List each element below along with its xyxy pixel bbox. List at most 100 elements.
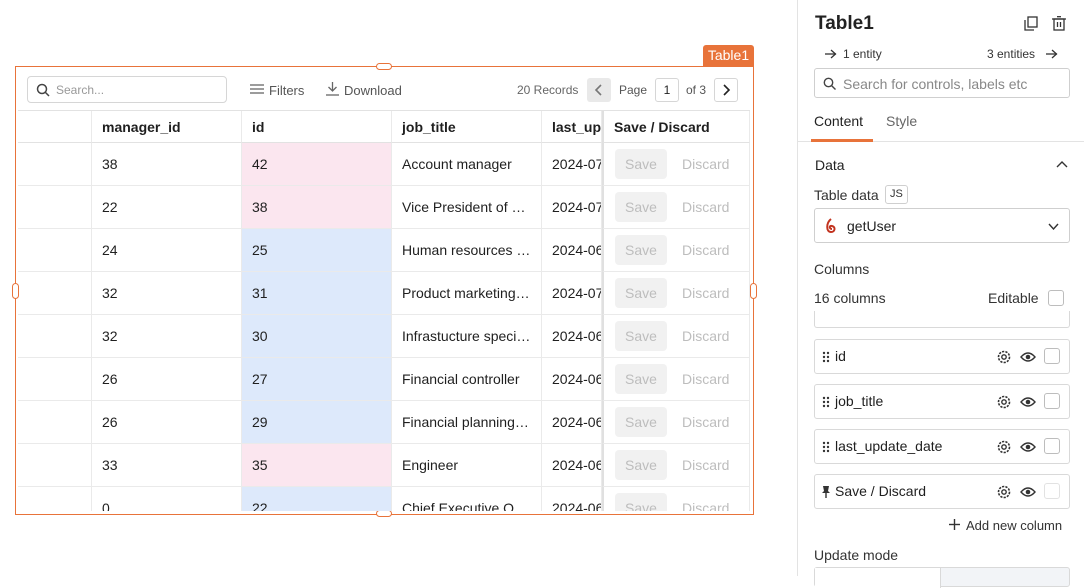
manager-id-cell: 0	[92, 487, 242, 511]
settings-icon[interactable]	[996, 484, 1012, 500]
date-cell: 2024-06	[542, 315, 602, 358]
filters-button[interactable]: Filters	[269, 83, 305, 98]
plus-icon	[949, 519, 960, 530]
search-icon	[823, 77, 836, 90]
column-item-clipped	[814, 311, 1070, 328]
id-cell: 27	[242, 358, 392, 401]
add-column-button[interactable]: Add new column	[966, 518, 1063, 533]
widget-label[interactable]: Table1	[703, 45, 754, 66]
collapse-icon[interactable]	[1056, 160, 1068, 168]
column-item: id	[814, 339, 1070, 374]
editable-label: Editable	[988, 290, 1039, 306]
copy-icon[interactable]	[1024, 16, 1038, 31]
resize-handle[interactable]	[376, 510, 392, 517]
discard-button[interactable]: Discard	[682, 371, 730, 387]
save-button[interactable]: Save	[615, 278, 667, 308]
resize-handle[interactable]	[750, 283, 757, 299]
manager-id-cell: 26	[92, 401, 242, 444]
pin-icon[interactable]	[821, 485, 831, 499]
chevron-left	[594, 84, 602, 96]
action-cell: Save Discard	[602, 358, 750, 401]
header-cell[interactable]: Save / Discard	[602, 111, 750, 143]
visibility-icon[interactable]	[1020, 441, 1036, 453]
tab-divider	[798, 141, 1084, 142]
id-cell: 38	[242, 186, 392, 229]
save-button[interactable]: Save	[615, 364, 667, 394]
editable-checkbox[interactable]	[1048, 290, 1064, 306]
manager-id-cell: 33	[92, 444, 242, 487]
data-table: manager_id id job_title last_up Save / Disca…	[18, 110, 750, 511]
drag-handle[interactable]	[821, 395, 831, 409]
update-mode-toggle[interactable]	[814, 567, 1070, 588]
discard-button[interactable]: Discard	[682, 457, 730, 473]
download-button[interactable]: Download	[344, 83, 402, 98]
save-button[interactable]: Save	[615, 235, 667, 265]
drag-handle[interactable]	[821, 350, 831, 364]
next-page[interactable]	[714, 78, 738, 102]
settings-icon[interactable]	[996, 394, 1012, 410]
delete-icon[interactable]	[1052, 16, 1066, 31]
pane-title: Table1	[815, 13, 874, 34]
save-button[interactable]: Save	[615, 321, 667, 351]
date-cell: 2024-06	[542, 229, 602, 272]
discard-button[interactable]: Discard	[682, 242, 730, 258]
page-label: Page	[619, 83, 648, 97]
discard-button[interactable]: Discard	[682, 285, 730, 301]
action-cell: Save Discard	[602, 229, 750, 272]
page-input[interactable]: 1	[655, 78, 679, 102]
search-placeholder: Search for controls, labels etc	[843, 76, 1028, 92]
save-button[interactable]: Save	[615, 407, 667, 437]
query-dropdown[interactable]: getUser	[814, 208, 1070, 243]
settings-icon[interactable]	[996, 349, 1012, 365]
js-toggle[interactable]: JS	[885, 185, 908, 204]
column-name: job_title	[835, 393, 884, 409]
action-cell: Save Discard	[602, 487, 750, 511]
table-search[interactable]: Search...	[27, 76, 227, 103]
visibility-icon[interactable]	[1020, 396, 1036, 408]
id-cell: 42	[242, 143, 392, 186]
row-cell	[18, 358, 92, 401]
search-placeholder: Search...	[56, 83, 105, 97]
date-cell: 2024-07	[542, 186, 602, 229]
row-cell	[18, 487, 92, 511]
column-checkbox[interactable]	[1044, 348, 1060, 364]
toggle-option[interactable]	[815, 568, 941, 588]
save-button[interactable]: Save	[615, 493, 667, 511]
discard-button[interactable]: Discard	[682, 500, 730, 511]
column-checkbox[interactable]	[1044, 438, 1060, 454]
discard-button[interactable]: Discard	[682, 414, 730, 430]
query-icon	[826, 218, 836, 234]
column-checkbox[interactable]	[1044, 483, 1060, 499]
job-title-cell: Financial controller	[392, 358, 542, 401]
pane-search[interactable]: Search for controls, labels etc	[814, 68, 1070, 98]
save-button[interactable]: Save	[615, 149, 667, 179]
discard-button[interactable]: Discard	[682, 328, 730, 344]
drag-handle[interactable]	[821, 440, 831, 454]
property-pane	[797, 0, 1084, 576]
save-button[interactable]: Save	[615, 450, 667, 480]
date-cell: 2024-07	[542, 272, 602, 315]
visibility-icon[interactable]	[1020, 351, 1036, 363]
page: Table widget editor {"widget": {"label":…	[12, 0, 1084, 588]
visibility-icon[interactable]	[1020, 486, 1036, 498]
discard-button[interactable]: Discard	[682, 156, 730, 172]
resize-handle[interactable]	[376, 63, 392, 70]
header-cell[interactable]: job_title	[392, 111, 542, 143]
nav-entities[interactable]: 3 entities	[987, 47, 1036, 61]
tab-content[interactable]: Content	[814, 113, 864, 129]
section-title[interactable]: Data	[815, 157, 845, 173]
tab-style[interactable]: Style	[886, 113, 918, 129]
job-title-cell: Vice President of …	[392, 186, 542, 229]
page-body: Table1 Search... Filters Download 20 Rec…	[12, 0, 1084, 588]
discard-button[interactable]: Discard	[682, 199, 730, 215]
nav-entity[interactable]: 1 entity	[843, 47, 882, 61]
prev-page[interactable]	[587, 78, 611, 102]
header-cell[interactable]: id	[242, 111, 392, 143]
manager-id-cell: 24	[92, 229, 242, 272]
header-cell[interactable]: last_up	[542, 111, 602, 143]
header-cell[interactable]: manager_id	[92, 111, 242, 143]
save-button[interactable]: Save	[615, 192, 667, 222]
resize-handle[interactable]	[12, 283, 19, 299]
settings-icon[interactable]	[996, 439, 1012, 455]
column-checkbox[interactable]	[1044, 393, 1060, 409]
